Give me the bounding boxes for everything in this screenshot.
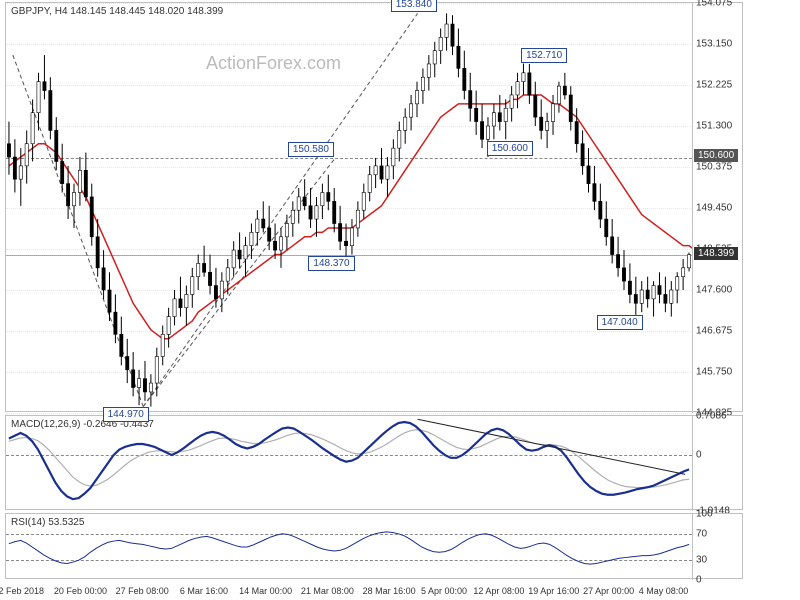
x-tick-label: 12 Feb 2018 [0, 586, 44, 596]
last-price-box: 148.399 [694, 247, 738, 260]
y-tick-label: 146.675 [696, 326, 732, 337]
y-tick-label: 145.750 [696, 367, 732, 378]
y-tick-label: 70 [696, 528, 707, 539]
y-tick-label: 0 [696, 450, 702, 461]
price-annotation: 148.370 [308, 256, 354, 271]
price-annotation: 147.040 [597, 315, 643, 330]
x-tick-label: 14 Mar 00:00 [239, 586, 292, 596]
x-tick-label: 20 Feb 00:00 [54, 586, 107, 596]
watermark: ActionForex.com [206, 53, 341, 74]
rsi-chart: RSI(14) 53.532510070300 [5, 513, 743, 579]
x-tick-label: 12 Apr 08:00 [473, 586, 524, 596]
y-tick-label: 150.375 [696, 162, 732, 173]
x-axis: 12 Feb 201820 Feb 00:0027 Feb 08:006 Mar… [5, 582, 743, 598]
x-tick-label: 19 Apr 16:00 [528, 586, 579, 596]
price-chart: GBPJPY, H4 148.145 148.445 148.020 148.3… [5, 2, 743, 412]
price-annotation: 152.710 [521, 48, 567, 63]
x-tick-label: 27 Apr 00:00 [583, 586, 634, 596]
y-tick-label: 152.225 [696, 80, 732, 91]
y-tick-label: 100 [696, 509, 713, 520]
x-tick-label: 21 Mar 08:00 [301, 586, 354, 596]
level-price-box: 150.600 [694, 149, 738, 162]
x-tick-label: 4 May 08:00 [639, 586, 689, 596]
y-tick-label: 147.600 [696, 285, 732, 296]
price-annotation: 153.840 [391, 0, 437, 12]
y-tick-label: 0.7086 [696, 411, 727, 422]
axis-divider [692, 416, 693, 511]
price-annotation: 150.600 [487, 141, 533, 156]
y-tick-label: 153.150 [696, 39, 732, 50]
axis-divider [692, 3, 693, 413]
price-annotation: 150.580 [288, 142, 334, 157]
y-tick-label: 149.450 [696, 203, 732, 214]
x-tick-label: 6 Mar 16:00 [180, 586, 228, 596]
x-tick-label: 5 Apr 00:00 [421, 586, 467, 596]
x-tick-label: 27 Feb 08:00 [116, 586, 169, 596]
x-tick-label: 28 Mar 16:00 [363, 586, 416, 596]
axis-divider [692, 514, 693, 580]
y-tick-label: 151.300 [696, 121, 732, 132]
macd-chart: MACD(12,26,9) -0.2646 -0.44370.70860-1.0… [5, 415, 743, 510]
price-annotation: 144.970 [103, 407, 149, 422]
chart-header: GBPJPY, H4 148.145 148.445 148.020 148.3… [11, 6, 223, 17]
rsi-label: RSI(14) 53.5325 [11, 517, 84, 528]
y-tick-label: 154.075 [696, 0, 732, 9]
y-tick-label: 30 [696, 555, 707, 566]
